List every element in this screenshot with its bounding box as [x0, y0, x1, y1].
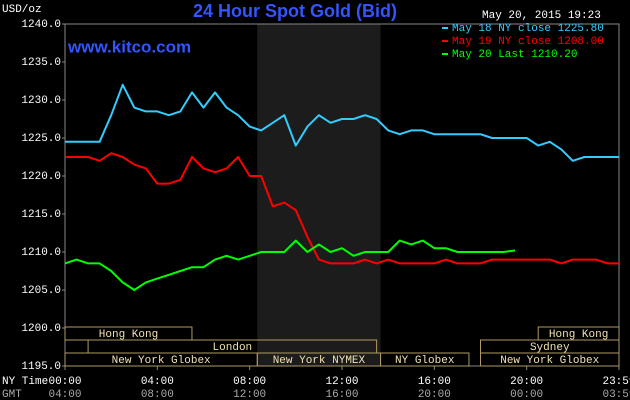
- y-tick-label: 1230.0: [21, 95, 61, 107]
- x2-tick-label: 00:00: [510, 389, 543, 400]
- x2-tick-label: 04:00: [48, 389, 81, 400]
- session-label: New York NYMEX: [273, 355, 366, 367]
- x2-tick-label: 03:59: [602, 389, 630, 400]
- y-tick-label: 1225.0: [21, 133, 61, 145]
- session-label: Hong Kong: [99, 329, 158, 341]
- y-tick-label: 1240.0: [21, 19, 61, 31]
- legend-label: May 20 Last 1210.20: [452, 49, 577, 61]
- session-label: NY Globex: [395, 355, 455, 367]
- y-tick-label: 1220.0: [21, 171, 61, 183]
- timestamp: May 20, 2015 19:23: [482, 10, 601, 22]
- x2-axis-label: GMT: [2, 389, 22, 400]
- legend-label: May 19 NY close 1208.00: [452, 36, 604, 48]
- legend-label: May 18 NY close 1225.80: [452, 23, 604, 35]
- x-tick-label: 16:00: [418, 376, 451, 388]
- session-label: New York Globex: [112, 355, 211, 367]
- y-tick-label: 1235.0: [21, 57, 61, 69]
- price-line: [64, 239, 516, 291]
- x2-tick-label: 12:00: [233, 389, 266, 400]
- y-tick-label: 1210.0: [21, 247, 61, 259]
- x-tick-label: 04:00: [141, 376, 174, 388]
- y-tick-label: 1215.0: [21, 209, 61, 221]
- session-label: Hong Kong: [549, 329, 608, 341]
- session-label: London: [213, 342, 253, 354]
- session-box: [480, 352, 620, 367]
- x-tick-label: 12:00: [325, 376, 358, 388]
- x-tick-label: 20:00: [510, 376, 543, 388]
- session-label: New York Globex: [500, 355, 599, 367]
- x-tick-label: 08:00: [233, 376, 266, 388]
- x2-tick-label: 16:00: [325, 389, 358, 400]
- price-line: [65, 83, 619, 162]
- x2-tick-label: 08:00: [141, 389, 174, 400]
- y-tick-label: 1200.0: [21, 323, 61, 335]
- chart-title: 24 Hour Spot Gold (Bid): [193, 1, 397, 21]
- watermark: www.kitco.com: [67, 37, 191, 56]
- y-tick-label: 1195.0: [21, 361, 61, 373]
- highlight-band: [257, 24, 381, 366]
- x-axis-label: NY Time: [2, 376, 48, 388]
- x-tick-label: 00:00: [48, 376, 81, 388]
- price-line: [65, 152, 619, 265]
- y-axis-label: USD/oz: [2, 4, 42, 16]
- session-label: Sydney: [530, 342, 570, 354]
- session-box: [380, 352, 470, 367]
- x-tick-label: 23:59: [602, 376, 630, 388]
- y-tick-label: 1205.0: [21, 285, 61, 297]
- x2-tick-label: 20:00: [418, 389, 451, 400]
